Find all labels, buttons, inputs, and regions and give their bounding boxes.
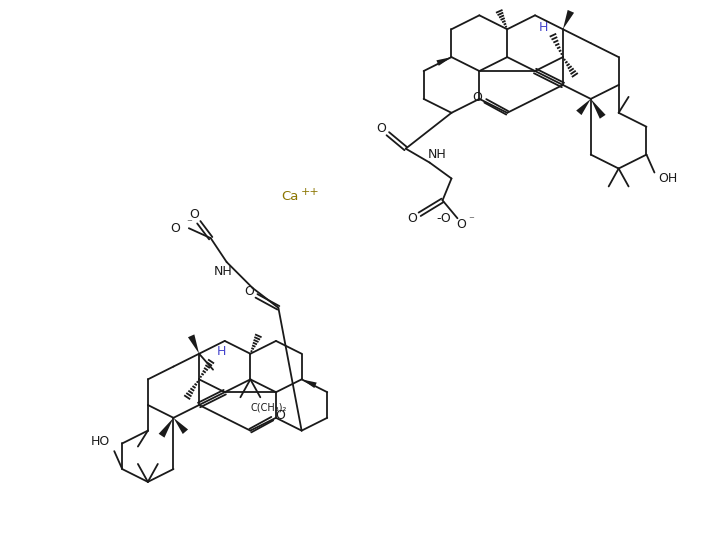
Polygon shape (563, 10, 574, 29)
Text: O: O (189, 208, 199, 221)
Polygon shape (302, 379, 317, 388)
Polygon shape (188, 334, 199, 354)
Polygon shape (173, 418, 188, 434)
Text: O: O (245, 286, 255, 299)
Text: O: O (407, 212, 417, 225)
Text: -O: -O (436, 212, 451, 225)
Text: ⁻: ⁻ (468, 215, 474, 225)
Text: HO: HO (91, 435, 110, 448)
Text: O: O (170, 222, 180, 235)
Polygon shape (576, 99, 591, 115)
Polygon shape (159, 418, 173, 437)
Text: H: H (539, 21, 548, 34)
Text: NH: NH (428, 148, 447, 161)
Text: O: O (457, 218, 467, 231)
Text: ⁻: ⁻ (186, 218, 192, 228)
Polygon shape (436, 57, 451, 66)
Text: O: O (376, 122, 386, 136)
Text: C(CH₃)₂: C(CH₃)₂ (250, 402, 286, 412)
Text: H: H (216, 345, 226, 358)
Polygon shape (591, 99, 606, 119)
Text: Ca: Ca (281, 190, 299, 203)
Text: O: O (472, 92, 482, 105)
Text: O: O (275, 409, 285, 422)
Text: ++: ++ (301, 188, 319, 197)
Text: OH: OH (658, 172, 678, 185)
Text: NH: NH (214, 266, 232, 279)
